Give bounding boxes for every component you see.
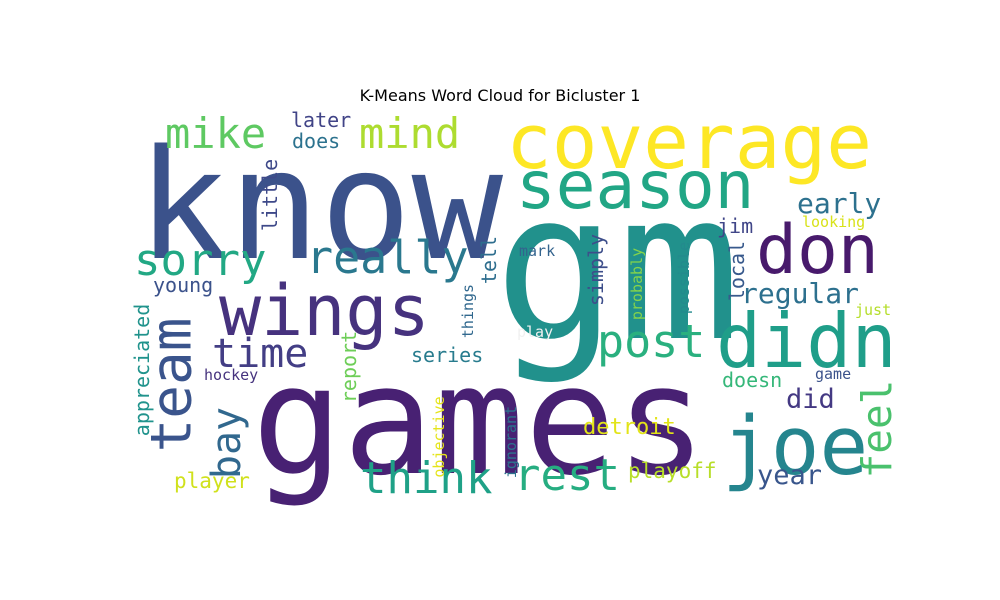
- word-doesn: doesn: [722, 368, 782, 392]
- word-appreciated: appreciated: [130, 304, 154, 436]
- word-mind: mind: [359, 109, 460, 158]
- word-looking: looking: [802, 213, 865, 231]
- word-detroit: detroit: [583, 415, 676, 440]
- word-game: game: [815, 365, 851, 383]
- word-playoff: playoff: [628, 459, 717, 483]
- word-really: really: [306, 231, 469, 284]
- word-bay: bay: [204, 407, 250, 479]
- word-ignorant: ignorant: [502, 406, 520, 478]
- word-time: time: [212, 331, 308, 377]
- word-possible: possible: [675, 242, 693, 314]
- word-know: know: [137, 117, 504, 294]
- word-just: just: [855, 301, 891, 319]
- word-objective: objective: [430, 396, 448, 477]
- word-joe: joe: [722, 400, 868, 494]
- word-jim: jim: [717, 214, 753, 238]
- figure-title: K-Means Word Cloud for Bicluster 1: [359, 86, 641, 105]
- word-local: local: [725, 241, 749, 301]
- word-didn: didn: [716, 297, 897, 385]
- word-season: season: [516, 147, 754, 224]
- word-does: does: [292, 129, 340, 153]
- word-play: play: [517, 323, 553, 341]
- word-young: young: [153, 273, 213, 297]
- word-post: post: [597, 315, 705, 368]
- word-series: series: [411, 343, 483, 367]
- word-later: later: [291, 108, 351, 132]
- word-year: year: [757, 460, 822, 491]
- word-early: early: [797, 187, 881, 220]
- word-think: think: [360, 453, 492, 504]
- word-did: did: [786, 384, 835, 415]
- word-feel: feel: [853, 380, 901, 479]
- word-team: team: [140, 318, 205, 453]
- word-regular: regular: [741, 277, 859, 310]
- word-wings: wings: [219, 270, 430, 352]
- word-mark: mark: [519, 242, 555, 260]
- word-probably: probably: [628, 248, 646, 320]
- word-player: player: [174, 469, 250, 493]
- word-hockey: hockey: [204, 366, 258, 384]
- word-rest: rest: [514, 450, 620, 501]
- word-simply: simply: [584, 234, 608, 306]
- word-don: don: [756, 211, 879, 290]
- word-sorry: sorry: [134, 235, 266, 286]
- word-tell: tell: [477, 236, 501, 284]
- word-games: games: [252, 333, 707, 509]
- word-coverage: coverage: [506, 97, 872, 186]
- word-gm: gm: [494, 149, 741, 387]
- word-things: things: [459, 284, 477, 338]
- word-little: little: [258, 159, 282, 231]
- word-report: report: [337, 331, 361, 403]
- word-mike: mike: [165, 109, 266, 158]
